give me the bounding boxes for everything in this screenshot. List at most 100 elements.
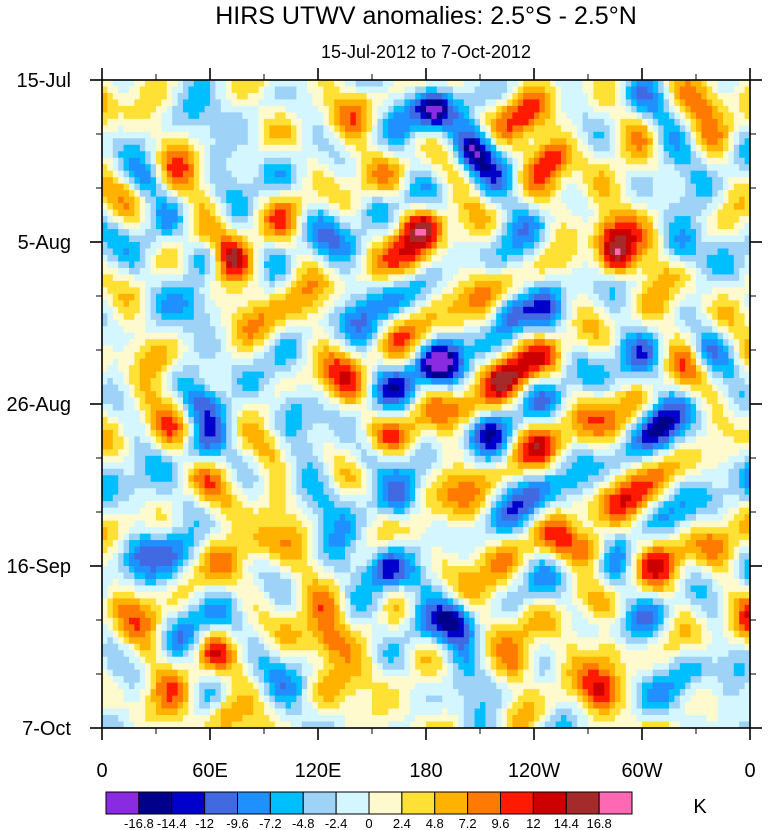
field-cell: [701, 99, 708, 107]
field-cell: [571, 170, 578, 178]
field-cell: [458, 203, 465, 211]
field-cell: [490, 112, 497, 120]
field-cell: [696, 287, 702, 295]
field-cell: [685, 242, 692, 249]
field-cell: [247, 190, 254, 198]
field-cell: [415, 99, 422, 107]
field-cell: [706, 177, 713, 185]
field-cell: [555, 326, 562, 334]
field-cell: [663, 300, 670, 308]
field-cell: [582, 229, 589, 237]
field-cell: [134, 183, 141, 191]
field-cell: [555, 293, 562, 301]
field-cell: [712, 300, 719, 308]
field-cell: [258, 280, 265, 288]
field-cell: [723, 267, 729, 275]
field-cell: [172, 261, 179, 269]
field-cell: [555, 99, 562, 107]
field-cell: [318, 254, 324, 262]
field-cell: [696, 138, 702, 146]
field-cell: [420, 306, 427, 314]
field-cell: [399, 274, 405, 282]
field-cell: [183, 345, 189, 353]
field-cell: [744, 157, 751, 165]
field-cell: [291, 254, 297, 262]
field-cell: [690, 274, 697, 282]
field-cell: [318, 138, 324, 146]
field-cell: [598, 92, 605, 100]
field-cell: [447, 118, 454, 126]
field-cell: [220, 80, 227, 87]
field-cell: [501, 118, 508, 126]
field-cell: [620, 326, 627, 334]
field-cell: [183, 164, 189, 172]
field-cell: [674, 196, 681, 204]
field-cell: [685, 319, 692, 327]
field-cell: [463, 157, 470, 165]
field-cell: [539, 92, 546, 100]
field-cell: [388, 196, 395, 204]
field-cell: [134, 92, 141, 100]
field-cell: [544, 216, 551, 224]
field-cell: [139, 306, 146, 314]
field-cell: [355, 248, 362, 256]
field-cell: [598, 248, 605, 256]
field-cell: [453, 267, 459, 275]
field-cell: [301, 326, 308, 334]
field-cell: [145, 190, 152, 198]
field-cell: [280, 319, 287, 327]
field-cell: [561, 138, 567, 146]
field-cell: [598, 280, 605, 288]
field-cell: [323, 229, 330, 237]
field-cell: [345, 177, 351, 185]
field-cell: [679, 313, 686, 321]
field-cell: [620, 151, 627, 159]
field-cell: [204, 280, 211, 288]
field-cell: [215, 157, 222, 165]
field-cell: [490, 203, 497, 211]
field-cell: [388, 112, 395, 120]
field-cell: [123, 345, 130, 353]
field-cell: [172, 293, 179, 301]
field-cell: [253, 216, 260, 224]
field-cell: [323, 196, 330, 204]
field-cell: [512, 248, 519, 256]
field-cell: [566, 235, 573, 243]
field-cell: [593, 80, 600, 87]
field-cell: [669, 80, 675, 87]
field-cell: [701, 339, 708, 347]
field-cell: [409, 177, 416, 185]
field-cell: [690, 332, 697, 340]
field-cell: [463, 235, 470, 243]
field-cell: [372, 177, 378, 185]
field-cell: [215, 177, 222, 185]
field-cell: [404, 190, 411, 198]
field-cell: [733, 248, 740, 256]
field-cell: [582, 280, 589, 288]
field-cell: [436, 306, 443, 314]
field-cell: [523, 92, 530, 100]
field-cell: [615, 332, 621, 340]
field-cell: [615, 164, 621, 172]
field-cell: [469, 216, 476, 224]
field-cell: [312, 287, 319, 295]
field-cell: [237, 248, 243, 256]
field-cell: [388, 86, 395, 94]
field-cell: [210, 235, 216, 243]
field-cell: [199, 339, 206, 347]
field-cell: [544, 177, 551, 185]
field-cell: [733, 92, 740, 100]
field-cell: [231, 144, 238, 152]
field-cell: [733, 183, 740, 191]
field-cell: [107, 164, 114, 172]
field-cell: [404, 183, 411, 191]
field-cell: [404, 300, 411, 308]
field-cell: [588, 190, 594, 198]
field-cell: [604, 131, 611, 139]
field-cell: [361, 306, 368, 314]
field-cell: [361, 345, 368, 353]
field-cell: [112, 339, 119, 347]
field-cell: [501, 229, 508, 237]
field-cell: [658, 229, 665, 237]
field-cell: [107, 235, 114, 243]
